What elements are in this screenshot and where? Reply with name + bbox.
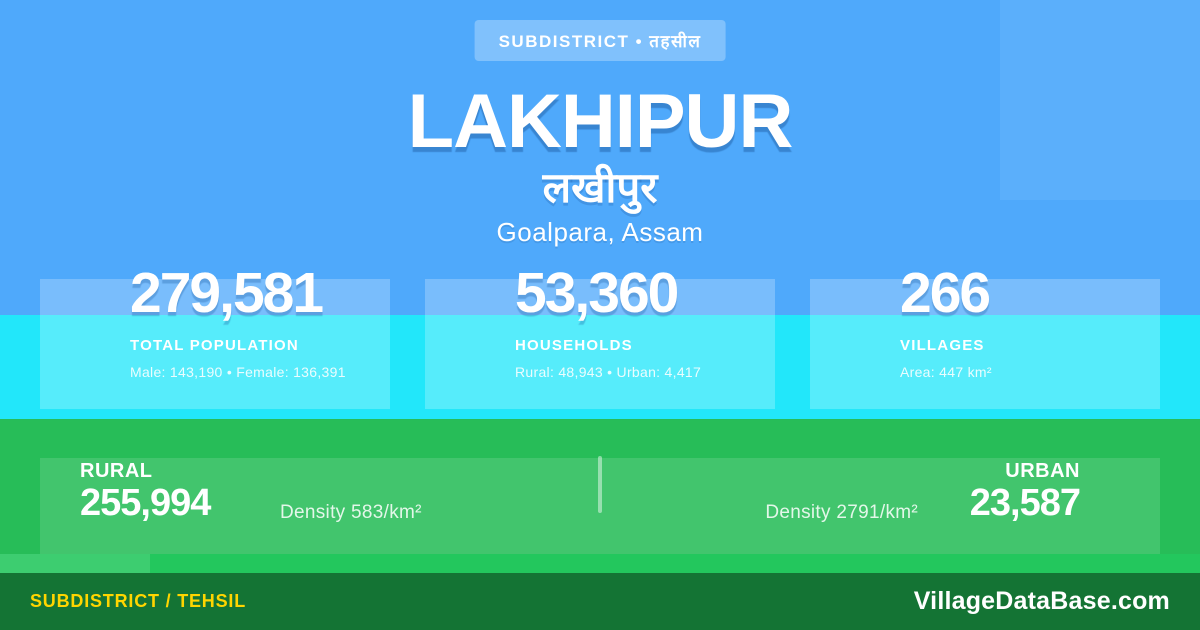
hero-background — [0, 0, 1200, 315]
stat-value: 53,360 — [515, 261, 679, 325]
corner-highlight — [1000, 0, 1200, 200]
page-title: LAKHIPUR — [407, 79, 794, 164]
stat-detail: Rural: 48,943 • Urban: 4,417 — [515, 364, 702, 380]
stat-value: 266 — [900, 261, 991, 325]
breakdown-bottom-strip — [0, 554, 1200, 573]
urban-label: URBAN — [1005, 460, 1080, 482]
urban-density: Density 2791/km² — [765, 502, 918, 523]
stat-label: HOUSEHOLDS — [515, 337, 633, 354]
stat-card-households: 53,360 HOUSEHOLDS Rural: 48,943 • Urban:… — [425, 265, 775, 409]
stat-value: 279,581 — [130, 261, 324, 325]
breakdown-band — [0, 419, 1200, 573]
urban-value: 23,587 — [969, 482, 1081, 524]
breakdown-bottom-strip-left — [0, 554, 150, 573]
stat-detail: Area: 447 km² — [900, 364, 992, 380]
rural-label: RURAL — [80, 460, 153, 482]
rural-value: 255,994 — [80, 482, 211, 524]
rural-density: Density 583/km² — [280, 502, 422, 523]
type-badge: SUBDISTRICT • तहसील — [474, 20, 726, 61]
stats-band — [0, 315, 1200, 419]
stat-label: VILLAGES — [900, 337, 985, 354]
brand-wordmark: VillageDataBase.com — [913, 587, 1170, 615]
stat-card-population: 279,581 TOTAL POPULATION Male: 143,190 •… — [40, 265, 390, 409]
native-title: लखीपुर — [542, 164, 658, 211]
stat-detail: Male: 143,190 • Female: 136,391 — [130, 364, 346, 380]
breakdown-panel — [40, 458, 1160, 554]
location-subtitle: Goalpara, Assam — [496, 217, 704, 247]
rural-urban-divider — [598, 456, 602, 513]
footer-type-label: SUBDISTRICT / TEHSIL — [30, 591, 247, 611]
stat-label: TOTAL POPULATION — [130, 337, 299, 354]
stat-card-villages: 266 VILLAGES Area: 447 km² — [810, 265, 1160, 409]
footer: SUBDISTRICT / TEHSIL VillageDataBase.com — [0, 573, 1200, 630]
